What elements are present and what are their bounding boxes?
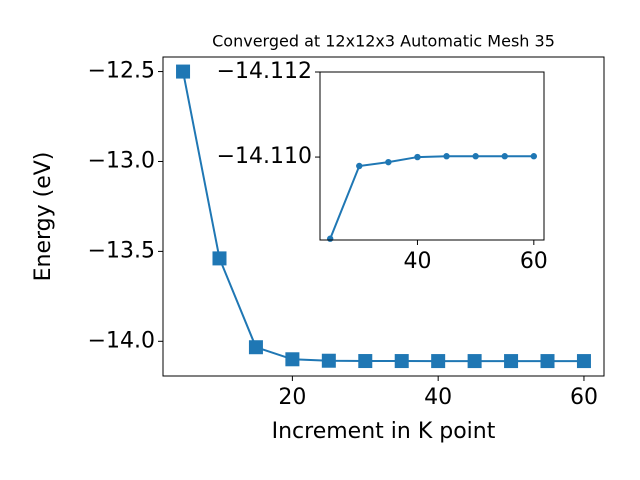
marker (472, 153, 479, 160)
y-tick-label: −13.5 (88, 238, 155, 263)
x-tick-label: 40 (403, 249, 431, 274)
marker (212, 251, 227, 266)
marker (431, 354, 446, 369)
x-tick-label: 20 (278, 385, 306, 410)
marker (326, 235, 334, 242)
marker (501, 153, 508, 160)
y-tick-label: −12.5 (88, 59, 155, 84)
marker (321, 353, 336, 368)
axes-frame (162, 56, 605, 377)
y-tick-label: −14.110 (217, 144, 312, 169)
marker (358, 354, 373, 369)
x-tick-label: 60 (520, 249, 548, 274)
chart-title: Converged at 12x12x3 Automatic Mesh 35 (212, 32, 555, 51)
marker (394, 354, 409, 369)
marker (530, 153, 538, 160)
axes-frame (319, 71, 545, 241)
marker (540, 354, 555, 369)
marker (285, 352, 300, 367)
marker (356, 162, 363, 170)
marker (504, 354, 519, 369)
marker (385, 158, 392, 166)
x-tick-label: 60 (570, 385, 598, 410)
y-tick-label: −14.112 (217, 59, 312, 84)
marker (176, 64, 191, 79)
y-tick-label: −13.0 (88, 148, 155, 173)
marker (576, 354, 591, 369)
marker (414, 153, 421, 161)
marker (248, 340, 263, 355)
data-line (329, 155, 534, 240)
marker (443, 153, 450, 160)
x-axis-label: Increment in K point (272, 419, 496, 444)
y-axis-label: Energy (eV) (31, 152, 56, 282)
x-tick-label: 40 (424, 385, 452, 410)
y-tick-label: −14.0 (88, 328, 155, 353)
marker (467, 354, 482, 369)
